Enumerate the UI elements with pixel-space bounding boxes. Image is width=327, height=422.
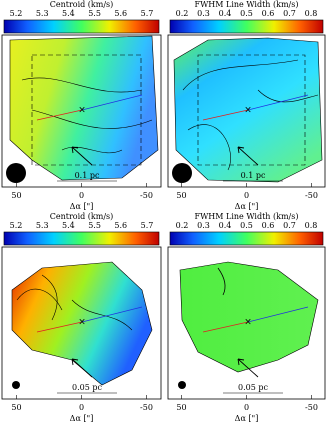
colorbar-title: FWHM Line Width (km/s): [195, 0, 299, 9]
beam: [178, 381, 186, 389]
scale-label: 0.1 pc: [75, 171, 100, 180]
beam: [6, 163, 26, 183]
colorbar-tick-label: 0.6: [262, 221, 275, 230]
colorbar-tick-label: 0.3: [197, 9, 210, 18]
colorbar-title: Centroid (km/s): [50, 212, 114, 221]
scale-label: 0.05 pc: [72, 383, 102, 392]
colorbar-tick-label: 0.8: [305, 9, 318, 18]
x-tick-label: -50: [140, 403, 153, 412]
axis-blue: [247, 306, 309, 323]
emission-map: [179, 261, 319, 373]
axis-blue: [81, 306, 143, 323]
outflow-arrow: [71, 146, 93, 166]
colorbar-tick-label: 0.2: [176, 9, 189, 18]
x-tick-label: 0: [79, 403, 84, 412]
colorbar-tick-label: 0.4: [219, 221, 232, 230]
colorbar: [169, 19, 324, 34]
center-mark: ×: [78, 106, 86, 116]
x-tick-label: 0: [79, 191, 84, 200]
contour: [21, 77, 153, 154]
colorbar-tick-label: 5.4: [62, 9, 75, 18]
colorbar-tick-label: 5.2: [10, 9, 23, 18]
x-tick-label: 0: [244, 191, 249, 200]
colorbar-tick-label: 5.5: [88, 9, 101, 18]
map: × 0.05 pc 50 0 -50 Δα ["]: [1, 246, 162, 422]
axis-red: [36, 109, 83, 121]
beam: [12, 381, 20, 389]
axis-red: [202, 109, 249, 121]
colorbar: [169, 231, 324, 246]
scale-label: 0.1 pc: [241, 171, 266, 180]
x-axis-label: Δα ["]: [235, 202, 259, 211]
colorbar-tick-label: 5.4: [62, 221, 75, 230]
colorbar-tick-label: 0.5: [240, 221, 253, 230]
colorbar-tick-label: 0.7: [283, 221, 296, 230]
axis-blue: [81, 94, 143, 111]
contour: [182, 59, 319, 171]
x-axis-label: Δα ["]: [70, 202, 94, 211]
colorbar-tick-label: 5.5: [88, 221, 101, 230]
colorbar-tick-label: 5.7: [141, 221, 154, 230]
x-tick-label: -50: [305, 403, 318, 412]
center-mark: ×: [244, 318, 252, 328]
scale-label: 0.05 pc: [238, 383, 268, 392]
colorbar-title: FWHM Line Width (km/s): [195, 212, 299, 221]
axis-red: [202, 321, 249, 333]
axis-blue: [247, 94, 309, 111]
center-mark: ×: [244, 106, 252, 116]
center-mark: ×: [78, 318, 86, 328]
x-axis-label: Δα ["]: [70, 414, 94, 422]
x-tick-label: 50: [176, 191, 186, 200]
colorbar: [3, 231, 160, 246]
contour: [16, 274, 133, 331]
colorbar-title: Centroid (km/s): [50, 0, 114, 9]
colorbar-tick-label: 0.4: [219, 9, 232, 18]
zoom-box: [31, 54, 142, 166]
colorbar: [3, 19, 160, 34]
colorbar-tick-label: 5.3: [36, 9, 49, 18]
zoom-box: [197, 54, 306, 166]
colorbar-tick-label: 0.5: [240, 9, 253, 18]
map: × 0.05 pc 50 0 -50 Δα ["]: [167, 246, 326, 422]
colorbar-tick-label: 0.8: [305, 221, 318, 230]
colorbar-tick-label: 5.3: [36, 221, 49, 230]
colorbar-tick-label: 5.2: [10, 221, 23, 230]
x-tick-label: 50: [176, 403, 186, 412]
map: × 0.1 pc 50 0 -50 Δα ["]: [167, 34, 326, 211]
x-tick-label: 50: [11, 191, 21, 200]
colorbar-tick-label: 5.7: [141, 9, 154, 18]
x-tick-label: -50: [140, 191, 153, 200]
x-tick-label: 50: [11, 403, 21, 412]
outflow-arrow: [71, 358, 93, 378]
x-tick-label: -50: [305, 191, 318, 200]
beam: [172, 163, 192, 183]
colorbar-tick-label: 0.2: [176, 221, 189, 230]
colorbar-tick-label: 5.6: [114, 221, 127, 230]
contour: [217, 267, 226, 296]
emission-map: [9, 35, 159, 181]
x-axis-label: Δα ["]: [235, 414, 259, 422]
map: × 0.1 pc 50 0 -50 Δα ["]: [1, 34, 162, 211]
outflow-arrow: [237, 358, 259, 378]
outflow-arrow: [237, 146, 259, 166]
axis-red: [36, 321, 83, 333]
colorbar-tick-label: 5.6: [114, 9, 127, 18]
colorbar-tick-label: 0.6: [262, 9, 275, 18]
x-tick-label: 0: [244, 403, 249, 412]
colorbar-tick-label: 0.7: [283, 9, 296, 18]
colorbar-tick-label: 0.3: [197, 221, 210, 230]
